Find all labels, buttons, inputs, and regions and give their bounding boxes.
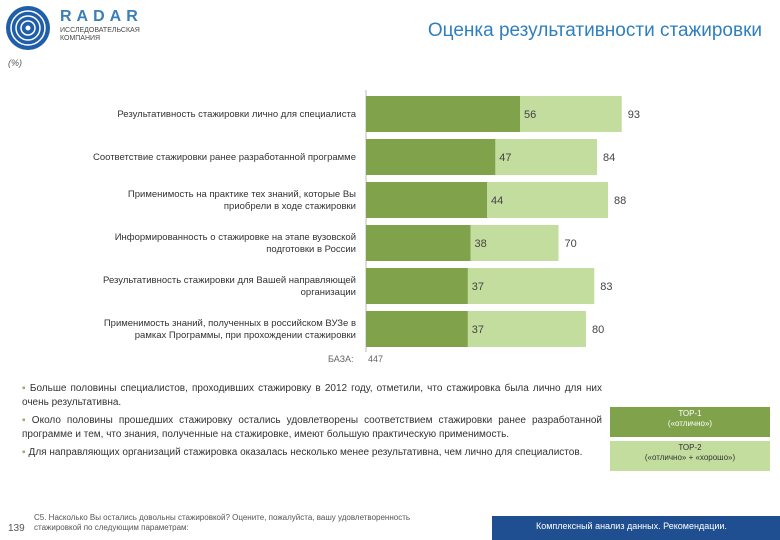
- data-label-top1: 37: [472, 281, 484, 293]
- bullet-text: Около половины прошедших стажировку оста…: [22, 415, 602, 440]
- brand-name: RADAR: [60, 8, 143, 25]
- bullet-marker-icon: ▪: [22, 415, 29, 426]
- bar-top1: [366, 311, 468, 347]
- category-label: Применимость знаний, полученных в россий…: [104, 318, 356, 329]
- chart-legend: ТОР-1 («отлично») ТОР-2 («отлично» + «хо…: [610, 407, 770, 475]
- bar-top1: [366, 268, 468, 304]
- bullet-marker-icon: ▪: [22, 383, 27, 394]
- bullet-list: ▪ Больше половины специалистов, проходивш…: [22, 382, 602, 464]
- data-label-top2: 93: [628, 109, 640, 121]
- category-label: Информированность о стажировке на этапе …: [115, 232, 356, 243]
- bullet-text: Больше половины специалистов, проходивши…: [22, 383, 603, 408]
- bullet-item: ▪ Около половины прошедших стажировку ост…: [22, 414, 602, 442]
- bullet-item: ▪ Для направляющих организаций стажировка…: [22, 446, 602, 460]
- category-label: подготовки в России: [266, 244, 356, 255]
- category-label: Результативность стажировки для Вашей на…: [103, 275, 356, 286]
- legend-top1: ТОР-1 («отлично»): [610, 407, 770, 437]
- footer-bar: [492, 516, 780, 540]
- radar-logo: [6, 6, 50, 50]
- category-label: Результативность стажировки лично для сп…: [117, 109, 356, 120]
- bar-top1: [366, 182, 487, 218]
- legend-top2: ТОР-2 («отлично» + «хорошо»): [610, 441, 770, 471]
- category-label: приобрели в ходе стажировки: [224, 201, 356, 212]
- data-label-top1: 37: [472, 324, 484, 336]
- base-value: 447: [368, 354, 384, 364]
- bullet-item: ▪ Больше половины специалистов, проходивш…: [22, 382, 602, 410]
- base-label: БАЗА:: [328, 354, 354, 364]
- bar-top1: [366, 96, 520, 132]
- page-number: 139: [8, 523, 25, 534]
- category-label: организации: [301, 287, 356, 298]
- data-label-top2: 88: [614, 195, 626, 207]
- legend-top2-sub: («отлично» + «хорошо»): [644, 453, 736, 462]
- question-text: С5. Насколько Вы остались довольны стажи…: [34, 513, 411, 532]
- bar-top1: [366, 139, 496, 175]
- bullet-marker-icon: ▪: [22, 447, 26, 458]
- data-label-top1: 44: [491, 195, 503, 207]
- data-label-top1: 47: [499, 152, 511, 164]
- data-label-top1: 56: [524, 109, 536, 121]
- category-label: Применимость на практике тех знаний, кот…: [128, 189, 356, 200]
- unit-label: (%): [8, 58, 22, 68]
- legend-top2-title: ТОР-2: [678, 443, 702, 452]
- category-label: Соответствие стажировки ранее разработан…: [93, 152, 356, 163]
- data-label-top1: 38: [475, 238, 487, 250]
- bullet-text: Для направляющих организаций стажировка …: [28, 447, 583, 458]
- bar-chart: 56 93 Результативность стажировки лично дл…: [93, 90, 640, 352]
- brand-subtitle: ИССЛЕДОВАТЕЛЬСКАЯ КОМПАНИЯ: [60, 27, 140, 42]
- data-label-top2: 84: [603, 152, 615, 164]
- legend-top1-sub: («отлично»): [667, 419, 713, 428]
- legend-top1-title: ТОР-1: [678, 409, 702, 418]
- footer-section: Комплексный анализ данных. Рекомендации.: [536, 521, 727, 531]
- category-label: рамках Программы, при прохождении стажир…: [135, 330, 356, 341]
- bar-top1: [366, 225, 471, 261]
- data-label-top2: 83: [600, 281, 612, 293]
- data-label-top2: 70: [565, 238, 577, 250]
- data-label-top2: 80: [592, 324, 604, 336]
- page-title: Оценка результативности стажировки: [427, 20, 762, 41]
